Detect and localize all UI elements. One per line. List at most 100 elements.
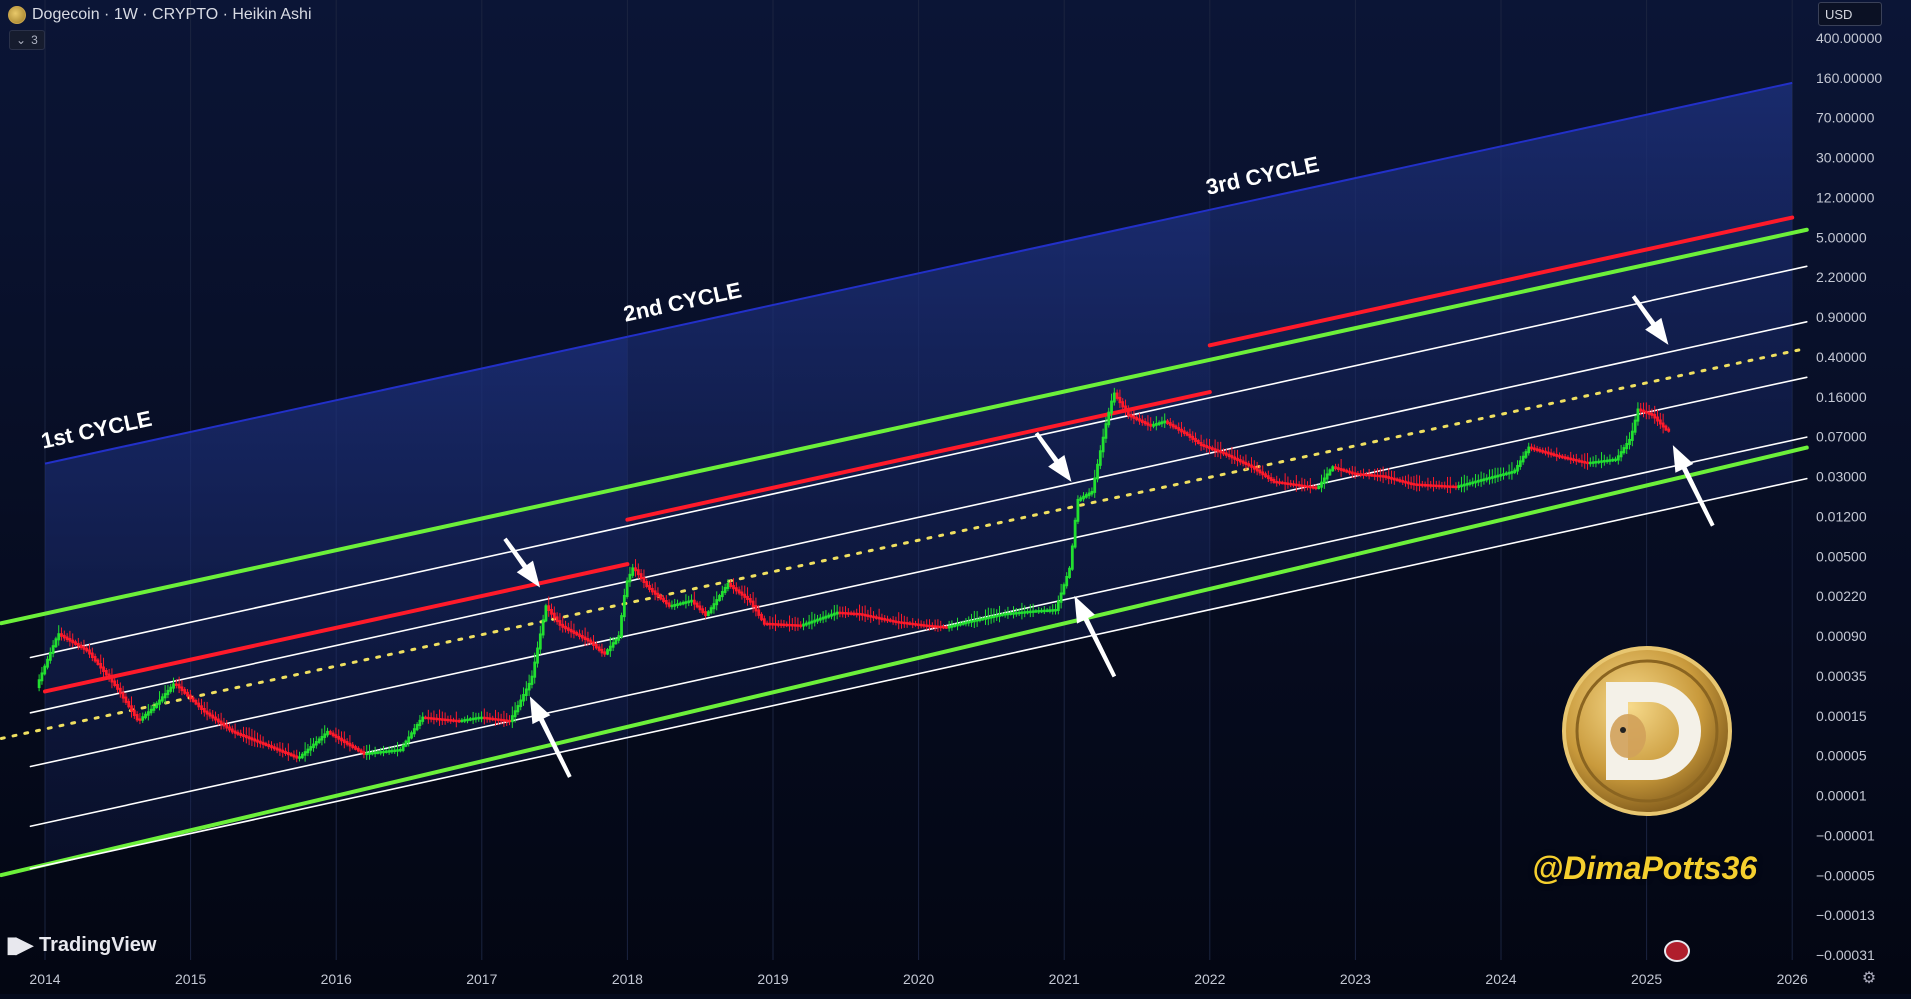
candle [1504,472,1508,476]
candle [762,618,766,625]
candle [1334,466,1337,470]
candle [1353,472,1357,475]
candle [695,602,699,608]
candle [1056,600,1060,612]
candle [933,625,937,628]
candle [1140,419,1144,423]
candle [76,642,80,647]
candle [1093,477,1097,493]
candle [1308,485,1312,489]
x-axis: 2014 2015 2016 2017 2018 2019 2020 2021 2022 2023… [29,971,1808,987]
candle [219,720,223,725]
candle [155,702,159,708]
candle [701,608,705,614]
candle [496,718,500,721]
candle [177,683,181,689]
indicator-toggle[interactable]: ⌄ 3 [9,30,45,50]
candle [485,717,489,720]
candle [158,699,161,705]
candle [1608,459,1612,462]
candle [172,683,175,689]
candle [1328,469,1332,476]
candle [516,705,520,713]
candle [664,599,668,605]
candle [639,573,643,580]
candle [1098,450,1102,466]
candle [1180,428,1183,433]
candle [382,750,385,754]
candle [760,613,763,621]
candle [1199,442,1203,447]
candle [1065,575,1069,587]
candle [104,670,108,676]
candle [1499,473,1503,477]
candle [838,611,842,615]
candle [1404,480,1407,484]
y-tick-label: 12.00000 [1816,189,1875,205]
candle [818,617,822,621]
candle [1516,464,1519,472]
candle [1518,460,1522,467]
candle [1006,612,1010,616]
candle [1563,456,1567,459]
candle [737,589,741,594]
candle [124,696,128,703]
candle [1636,408,1640,422]
candle [687,600,691,604]
candle [804,622,808,626]
candle [844,612,847,615]
candle [191,697,195,702]
candle [648,584,651,590]
candle [522,694,525,702]
candle [575,631,579,636]
candle [1432,484,1435,487]
candle [558,620,562,626]
candle [1423,483,1427,487]
candle [1191,435,1195,440]
currency-selector[interactable]: USD [1818,2,1882,26]
candle [418,719,422,727]
candle [1658,419,1662,425]
candle [202,707,206,713]
candle [326,730,329,736]
candle [961,622,965,625]
chart-header: Dogecoin · 1W · CRYPTO · Heikin Ashi [8,4,312,26]
candle [614,638,618,645]
x-tick-label: 2016 [321,971,352,987]
candle [138,718,142,721]
cycle-zones [44,81,1793,866]
candle [169,686,173,692]
candle [1605,459,1609,463]
tradingview-logo[interactable]: ▮▶ TradingView [6,932,156,958]
candle [1146,422,1150,426]
flag-icon[interactable] [1664,940,1690,962]
x-tick-label: 2026 [1777,971,1808,987]
y-tick-label: 0.90000 [1816,309,1867,325]
candle [746,595,749,601]
candle [466,718,469,722]
candle [452,719,455,722]
candle [1300,484,1304,487]
candle [1126,409,1130,417]
candle [1574,458,1578,462]
candle [499,718,503,722]
candle [1278,481,1281,484]
candle [561,623,565,628]
candle [387,750,391,753]
candle [368,752,371,755]
candle [1073,519,1077,548]
candle [440,718,444,721]
x-tick-label: 2014 [29,971,60,987]
candle [1630,430,1634,441]
candle [1474,480,1477,484]
candle [99,663,103,669]
candle [636,569,640,576]
symbol-title[interactable]: Dogecoin · 1W · CRYPTO · Heikin Ashi [32,6,312,23]
candle [494,718,497,721]
candle [194,699,198,705]
candle [902,621,906,625]
candle [950,625,954,628]
gear-icon[interactable]: ⚙ [1861,970,1877,987]
